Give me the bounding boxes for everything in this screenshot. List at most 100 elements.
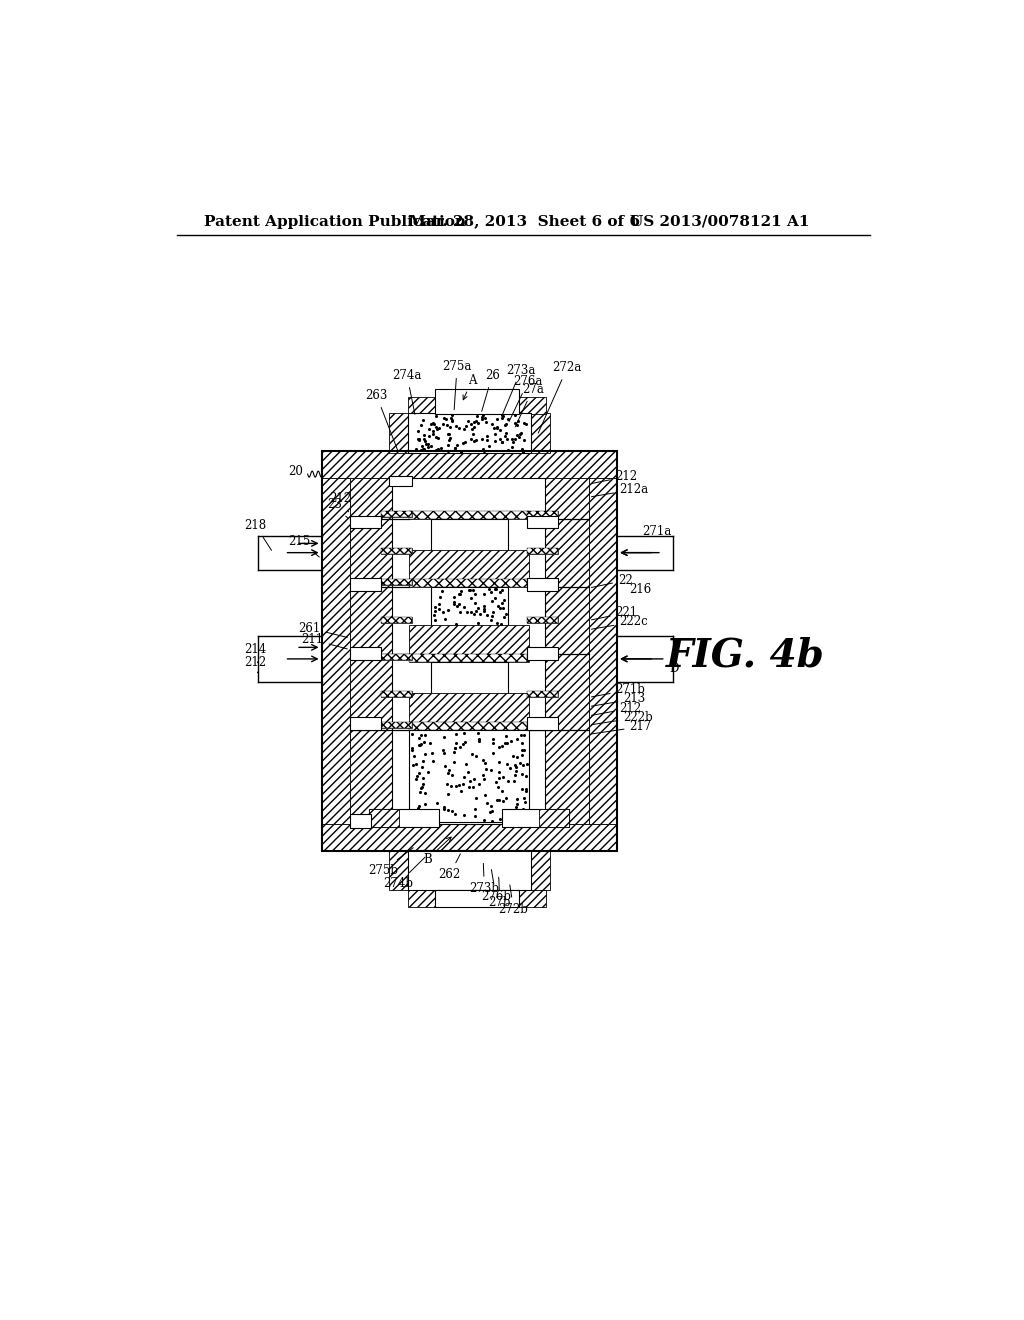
Point <box>474 404 490 425</box>
Bar <box>435 890 519 907</box>
Bar <box>381 618 412 623</box>
Point <box>413 777 429 799</box>
Point <box>445 591 462 612</box>
Point <box>489 416 506 437</box>
Point <box>411 428 427 449</box>
Bar <box>381 578 412 585</box>
Point <box>500 440 516 461</box>
Point <box>452 583 468 605</box>
Point <box>453 737 469 758</box>
Point <box>476 784 493 805</box>
Point <box>449 733 465 754</box>
Text: 214: 214 <box>245 643 267 663</box>
Point <box>423 743 439 764</box>
Text: 271b: 271b <box>592 684 645 697</box>
Point <box>428 440 444 461</box>
Point <box>498 413 514 434</box>
Point <box>509 746 525 767</box>
Bar <box>381 722 412 729</box>
Text: 276b: 276b <box>481 870 511 903</box>
Point <box>403 723 420 744</box>
Point <box>465 603 481 624</box>
Bar <box>392 478 545 825</box>
Point <box>494 593 510 614</box>
Text: Mar. 28, 2013  Sheet 6 of 6: Mar. 28, 2013 Sheet 6 of 6 <box>410 215 640 228</box>
Point <box>416 731 432 752</box>
Text: 213: 213 <box>592 693 645 706</box>
Point <box>493 614 509 635</box>
Point <box>435 796 452 817</box>
Bar <box>322 451 617 851</box>
Point <box>464 579 480 601</box>
Point <box>471 774 487 795</box>
Text: 212a: 212a <box>592 483 648 496</box>
Point <box>476 595 493 616</box>
Point <box>439 434 456 455</box>
Point <box>439 441 456 462</box>
Point <box>494 735 510 756</box>
Bar <box>410 722 529 730</box>
Point <box>446 738 463 759</box>
Point <box>462 579 478 601</box>
Bar <box>527 647 558 660</box>
Bar <box>435 389 519 414</box>
Point <box>478 792 495 813</box>
Text: 27b: 27b <box>488 878 511 908</box>
Point <box>514 733 530 754</box>
Point <box>515 441 531 462</box>
Point <box>470 612 486 634</box>
Point <box>475 438 492 459</box>
Point <box>453 441 469 462</box>
Point <box>425 413 441 434</box>
Bar <box>410 578 529 586</box>
Point <box>478 429 495 450</box>
Point <box>478 425 495 446</box>
Point <box>476 583 493 605</box>
Point <box>483 413 500 434</box>
Point <box>437 756 454 777</box>
Bar <box>527 618 558 623</box>
Point <box>465 424 481 445</box>
Bar <box>410 511 529 519</box>
Point <box>509 788 525 809</box>
Bar <box>431 586 508 627</box>
Bar <box>527 578 558 591</box>
Point <box>471 729 487 750</box>
Point <box>461 762 477 783</box>
Point <box>478 412 495 433</box>
Point <box>414 436 430 457</box>
Text: 273a: 273a <box>503 363 536 413</box>
Bar <box>322 451 617 478</box>
Point <box>463 587 479 609</box>
Point <box>502 758 518 779</box>
Point <box>515 413 531 434</box>
Point <box>463 413 479 434</box>
Point <box>466 583 482 605</box>
Point <box>498 605 514 626</box>
Point <box>481 578 498 599</box>
Point <box>456 767 472 788</box>
Bar <box>322 478 350 825</box>
Point <box>429 438 445 459</box>
Text: 218: 218 <box>245 519 271 550</box>
Point <box>421 418 437 440</box>
Point <box>417 743 433 764</box>
Point <box>413 440 429 461</box>
Point <box>440 422 457 444</box>
Point <box>492 808 508 829</box>
Point <box>441 429 458 450</box>
Point <box>496 607 512 628</box>
Point <box>492 582 508 603</box>
Text: 274a: 274a <box>392 370 422 414</box>
Point <box>509 793 525 814</box>
Point <box>411 796 427 817</box>
Point <box>486 417 503 438</box>
Bar <box>410 655 529 663</box>
Bar <box>388 413 550 453</box>
Point <box>410 766 426 787</box>
Point <box>440 784 457 805</box>
Bar <box>527 578 558 585</box>
Point <box>414 808 430 829</box>
Text: 262: 262 <box>438 854 461 880</box>
Point <box>429 793 445 814</box>
